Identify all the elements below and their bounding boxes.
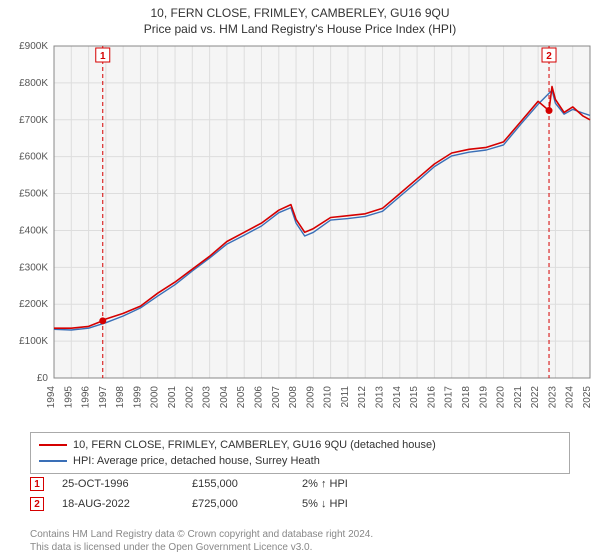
svg-text:1999: 1999 [132,386,143,409]
marker-row-2: 2 18-AUG-2022 £725,000 5% ↓ HPI [30,494,570,514]
svg-text:2025: 2025 [582,386,593,409]
svg-text:2000: 2000 [150,386,161,409]
svg-text:2019: 2019 [478,386,489,409]
svg-text:1998: 1998 [115,386,126,409]
svg-text:£300K: £300K [19,262,48,273]
legend-swatch [39,444,67,446]
marker-delta: 2% ↑ HPI [302,478,348,490]
footer-attribution: Contains HM Land Registry data © Crown c… [30,528,373,554]
svg-text:2020: 2020 [496,386,507,409]
marker-delta: 5% ↓ HPI [302,498,348,510]
svg-text:1996: 1996 [81,386,92,409]
svg-text:£400K: £400K [19,225,48,236]
legend-item-hpi: HPI: Average price, detached house, Surr… [39,453,561,469]
marker-date: 25-OCT-1996 [62,478,192,490]
legend-label: 10, FERN CLOSE, FRIMLEY, CAMBERLEY, GU16… [73,439,436,451]
svg-text:1995: 1995 [63,386,74,409]
legend-label: HPI: Average price, detached house, Surr… [73,455,320,467]
footer-line: Contains HM Land Registry data © Crown c… [30,528,373,541]
svg-text:£500K: £500K [19,189,48,200]
svg-text:2015: 2015 [409,386,420,409]
svg-text:£900K: £900K [19,41,48,52]
svg-text:2013: 2013 [375,386,386,409]
svg-text:£700K: £700K [19,115,48,126]
svg-text:2008: 2008 [288,386,299,409]
svg-text:2: 2 [546,51,552,62]
svg-text:1994: 1994 [46,386,57,409]
svg-text:2006: 2006 [253,386,264,409]
marker-price: £155,000 [192,478,302,490]
marker-price: £725,000 [192,498,302,510]
svg-text:1: 1 [100,51,106,62]
page-title: 10, FERN CLOSE, FRIMLEY, CAMBERLEY, GU16… [0,6,600,20]
svg-text:£200K: £200K [19,299,48,310]
svg-text:2007: 2007 [271,386,282,409]
svg-text:2011: 2011 [340,386,351,408]
page-subtitle: Price paid vs. HM Land Registry's House … [0,22,600,36]
svg-text:2012: 2012 [357,386,368,409]
marker-row-1: 1 25-OCT-1996 £155,000 2% ↑ HPI [30,474,570,494]
event-marker-table: 1 25-OCT-1996 £155,000 2% ↑ HPI 2 18-AUG… [30,474,570,514]
svg-text:2021: 2021 [513,386,524,409]
footer-line: This data is licensed under the Open Gov… [30,541,373,554]
svg-text:£800K: £800K [19,78,48,89]
svg-text:2014: 2014 [392,386,403,409]
svg-text:2016: 2016 [426,386,437,409]
svg-text:2010: 2010 [323,386,334,409]
svg-text:£100K: £100K [19,336,48,347]
marker-date: 18-AUG-2022 [62,498,192,510]
marker-badge: 2 [30,497,44,511]
svg-text:2017: 2017 [444,386,455,409]
svg-text:2002: 2002 [184,386,195,409]
legend-item-subject: 10, FERN CLOSE, FRIMLEY, CAMBERLEY, GU16… [39,437,561,453]
svg-text:2023: 2023 [547,386,558,409]
svg-text:£600K: £600K [19,152,48,163]
marker-badge: 1 [30,477,44,491]
svg-text:2005: 2005 [236,386,247,409]
svg-text:2003: 2003 [202,386,213,409]
svg-text:1997: 1997 [98,386,109,409]
price-chart: £0 £100K £200K £300K £400K £500K £600K £700K £80… [0,40,600,420]
svg-text:2018: 2018 [461,386,472,409]
svg-text:2024: 2024 [565,386,576,409]
legend-swatch [39,460,67,462]
svg-text:£0: £0 [37,373,49,384]
legend: 10, FERN CLOSE, FRIMLEY, CAMBERLEY, GU16… [30,432,570,474]
svg-text:2004: 2004 [219,386,230,409]
svg-text:2001: 2001 [167,386,178,409]
svg-text:2022: 2022 [530,386,541,409]
svg-text:2009: 2009 [305,386,316,409]
